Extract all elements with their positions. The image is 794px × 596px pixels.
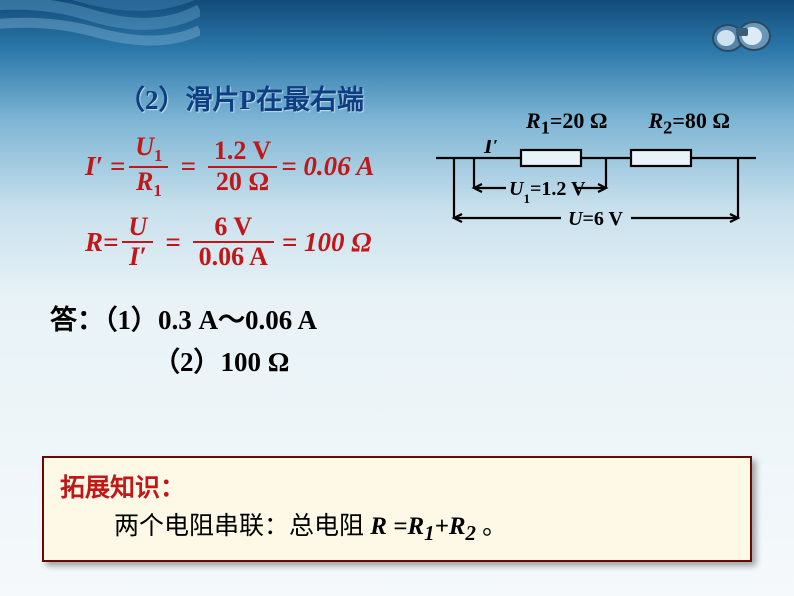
- extension-title: 拓展知识：: [60, 468, 734, 504]
- eq1-lhs: I′ =: [85, 151, 125, 182]
- binoculars-icon: [708, 10, 776, 56]
- circuit-diagram: R1=20 Ω R2=80 Ω: [436, 108, 756, 245]
- answer-line2: （2）100 Ω: [153, 342, 289, 384]
- i-prime-label: I′: [483, 140, 499, 158]
- extension-box: 拓展知识： 两个电阻串联：总电阻 R =R1+R2 。: [42, 456, 752, 562]
- extension-body: 两个电阻串联：总电阻 R =R1+R2 。: [114, 506, 734, 546]
- answer-line1: （1）0.3 A～0.06 A: [104, 305, 317, 335]
- eq1-rhs: = 0.06 A: [281, 151, 374, 182]
- eq2-frac1: U I′: [122, 213, 153, 272]
- r1-label: R1=20 Ω: [526, 108, 608, 138]
- circuit-svg: I′ U1=1.2 V U=6 V: [436, 140, 756, 240]
- answer-prefix: 答：: [50, 305, 104, 335]
- r2-label: R2=80 Ω: [648, 108, 730, 138]
- u-label: U=6 V: [568, 208, 623, 230]
- eq1-frac2: 1.2 V 20 Ω: [208, 137, 277, 196]
- eq2-lhs: R=: [85, 227, 118, 258]
- eq1-frac1: U1 R1: [129, 133, 168, 201]
- u1-label: U1=1.2 V: [509, 178, 586, 206]
- eq2-rhs: = 100 Ω: [282, 227, 372, 258]
- answer-block: 答：（1）0.3 A～0.06 A （2）100 Ω: [50, 300, 794, 384]
- eq2-mid: =: [165, 227, 180, 258]
- eq2-frac2: 6 V 0.06 A: [193, 213, 274, 272]
- eq1-mid: =: [180, 151, 195, 182]
